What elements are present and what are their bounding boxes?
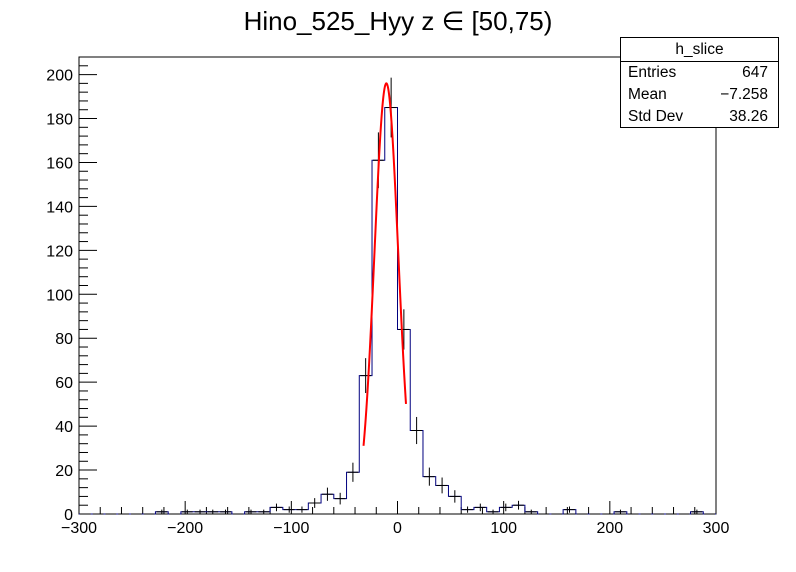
- error-bar: [487, 509, 499, 514]
- stats-name: h_slice: [621, 38, 778, 62]
- error-bar: [245, 509, 257, 514]
- y-tick-label: 100: [46, 287, 73, 304]
- gaussian-fit: [362, 82, 407, 446]
- stats-box: h_slice Entries 647 Mean −7.258 Std Dev …: [620, 37, 779, 128]
- error-bar: [449, 490, 461, 503]
- error-bar: [423, 467, 435, 486]
- stats-label: Std Dev: [628, 108, 684, 125]
- error-bar: [271, 503, 282, 512]
- error-bar: [691, 509, 703, 514]
- y-tick-label: 140: [46, 199, 73, 216]
- x-tick-label: 0: [393, 520, 402, 537]
- x-tick-label: 100: [490, 520, 517, 537]
- x-tick-label: −300: [61, 520, 97, 537]
- error-bar: [436, 477, 448, 494]
- y-tick-label: 0: [64, 507, 73, 524]
- y-tick-label: 160: [46, 155, 73, 172]
- fit-curve: [362, 82, 407, 446]
- x-tick-label: 300: [703, 520, 730, 537]
- error-bar: [462, 506, 473, 513]
- axes: −300 −200 −100 0 100 200 300 0 20 40 60 80 100 120 140…: [46, 56, 730, 537]
- stats-value: 647: [742, 64, 768, 81]
- error-bar: [283, 506, 295, 513]
- error-bar: [220, 509, 231, 514]
- x-tick-label: 200: [596, 520, 623, 537]
- error-bar: [411, 416, 422, 445]
- stats-label: Mean: [628, 86, 667, 103]
- stats-row-entries: Entries 647: [621, 62, 778, 84]
- x-tick-label: −100: [273, 520, 309, 537]
- error-bar: [296, 506, 308, 513]
- error-bar: [500, 503, 512, 512]
- x-tick-label: −200: [167, 520, 203, 537]
- histogram-bar: [372, 160, 385, 514]
- histogram-bar: [359, 376, 372, 514]
- chart-title: Hino_525_Hyy z ∈ [50,75): [243, 6, 553, 36]
- histogram-outline: [79, 107, 716, 515]
- error-bar: [334, 492, 346, 505]
- error-bar: [347, 462, 359, 482]
- stats-label: Entries: [628, 64, 677, 81]
- stats-value: −7.258: [720, 86, 768, 103]
- error-bar: [513, 500, 524, 510]
- error-bar: [156, 509, 168, 514]
- histogram-bar: [385, 108, 398, 514]
- stats-row-mean: Mean −7.258: [621, 84, 778, 106]
- error-bar: [181, 509, 193, 514]
- error-bar: [615, 509, 626, 514]
- error-bar: [322, 487, 333, 501]
- y-tick-label: 20: [55, 463, 73, 480]
- y-tick-label: 120: [46, 243, 73, 260]
- error-bars: [80, 77, 715, 515]
- y-tick-label: 200: [46, 68, 73, 85]
- y-tick-label: 180: [46, 112, 73, 129]
- error-bar: [525, 509, 537, 514]
- error-bar: [474, 503, 486, 512]
- histogram-bars: [79, 107, 716, 515]
- error-bar: [564, 506, 575, 513]
- y-tick-label: 60: [55, 375, 73, 392]
- y-tick-label: 40: [55, 419, 73, 436]
- error-bar: [398, 309, 410, 350]
- y-tick-label: 80: [55, 331, 73, 348]
- error-bar: [309, 498, 321, 508]
- stats-value: 38.26: [729, 108, 768, 125]
- error-bar: [207, 509, 219, 514]
- error-bar: [194, 509, 206, 514]
- error-bar: [258, 509, 270, 514]
- stats-row-stddev: Std Dev 38.26: [621, 106, 778, 128]
